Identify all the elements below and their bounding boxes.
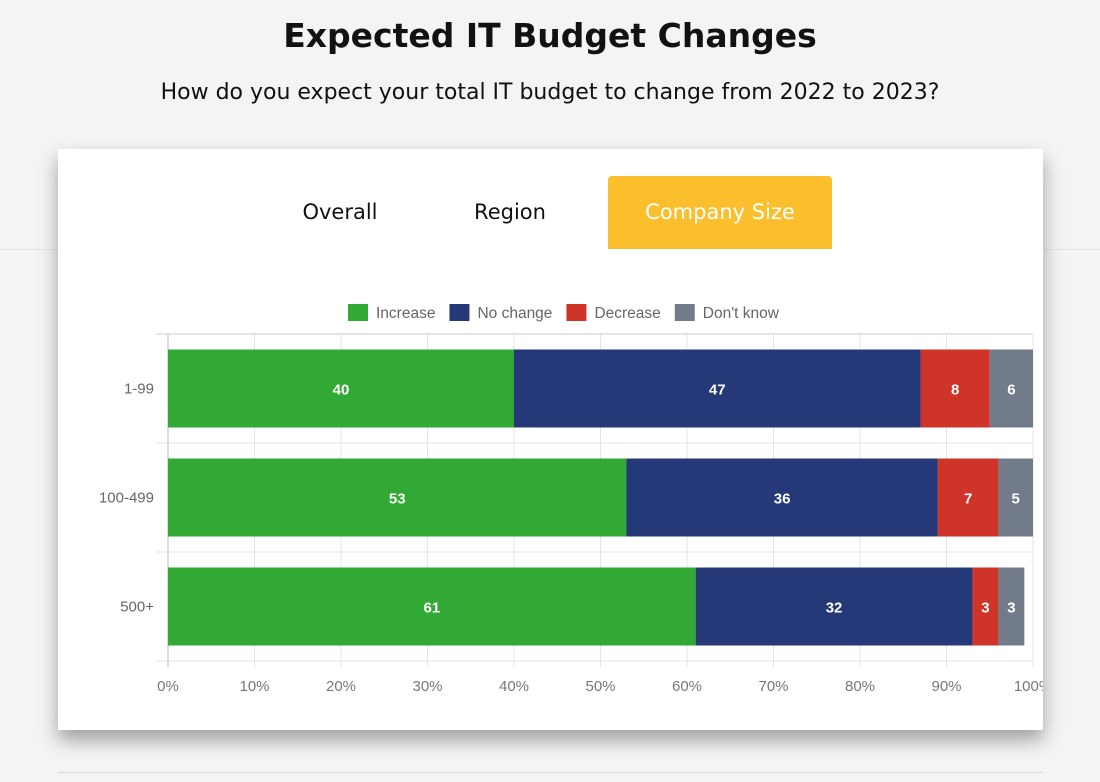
divider bbox=[58, 772, 1043, 773]
data-label: 36 bbox=[774, 491, 791, 508]
data-label: 7 bbox=[964, 491, 972, 508]
data-label: 40 bbox=[333, 382, 350, 399]
data-label: 61 bbox=[423, 600, 440, 617]
bar-segment bbox=[937, 458, 999, 537]
legend-label: Don't know bbox=[703, 305, 780, 322]
bar-segment bbox=[998, 458, 1033, 537]
x-tick-label: 50% bbox=[585, 678, 615, 695]
legend-swatch bbox=[566, 304, 587, 321]
page-title: Expected IT Budget Changes bbox=[283, 16, 817, 55]
legend-label: Decrease bbox=[594, 305, 660, 322]
legend-swatch bbox=[674, 304, 695, 321]
x-tick-label: 80% bbox=[845, 678, 875, 695]
bar-segment bbox=[989, 349, 1033, 428]
x-tick-label: 40% bbox=[499, 678, 529, 695]
bar-segment bbox=[168, 567, 696, 646]
bar-segment bbox=[695, 567, 973, 646]
data-label: 47 bbox=[709, 382, 726, 399]
chart-card: Overall Region Company Size 0% 10% 20% 30% 4… bbox=[58, 149, 1043, 730]
legend-label: No change bbox=[477, 305, 552, 322]
bar-segment bbox=[920, 349, 990, 428]
data-label: 6 bbox=[1007, 382, 1015, 399]
x-tick-label: 30% bbox=[412, 678, 442, 695]
bar-segment bbox=[514, 349, 921, 428]
tab-overall[interactable]: Overall bbox=[302, 200, 378, 224]
data-label: 3 bbox=[1007, 600, 1015, 617]
y-category-label: 500+ bbox=[120, 599, 154, 616]
bar-segment bbox=[972, 567, 999, 646]
data-label: 32 bbox=[826, 600, 843, 617]
legend-swatch bbox=[449, 304, 470, 321]
x-tick-label: 90% bbox=[931, 678, 961, 695]
x-tick-label: 10% bbox=[239, 678, 269, 695]
data-label: 3 bbox=[981, 600, 989, 617]
y-category-label: 100-499 bbox=[99, 490, 154, 507]
bar-segment bbox=[626, 458, 938, 537]
tab-region[interactable]: Region bbox=[474, 200, 546, 224]
x-tick-label: 70% bbox=[758, 678, 788, 695]
x-tick-label: 0% bbox=[157, 678, 179, 695]
bar-segment bbox=[168, 458, 627, 537]
y-category-label: 1-99 bbox=[124, 381, 154, 398]
data-label: 5 bbox=[1012, 491, 1020, 508]
bar-segment bbox=[998, 567, 1025, 646]
data-label: 53 bbox=[389, 491, 406, 508]
page-subtitle: How do you expect your total IT budget t… bbox=[160, 80, 940, 105]
legend-swatch bbox=[348, 304, 368, 321]
x-tick-label: 100% bbox=[1014, 678, 1043, 695]
x-tick-label: 20% bbox=[326, 678, 356, 695]
data-label: 8 bbox=[951, 382, 959, 399]
stacked-bar-chart: 0% 10% 20% 30% 40% 50% 60% 70% 80% 90% 100% Increas… bbox=[99, 304, 1043, 695]
legend-label: Increase bbox=[376, 305, 435, 322]
x-tick-label: 60% bbox=[672, 678, 702, 695]
tab-company-size[interactable]: Company Size bbox=[608, 176, 832, 249]
bar-segment bbox=[168, 349, 514, 428]
